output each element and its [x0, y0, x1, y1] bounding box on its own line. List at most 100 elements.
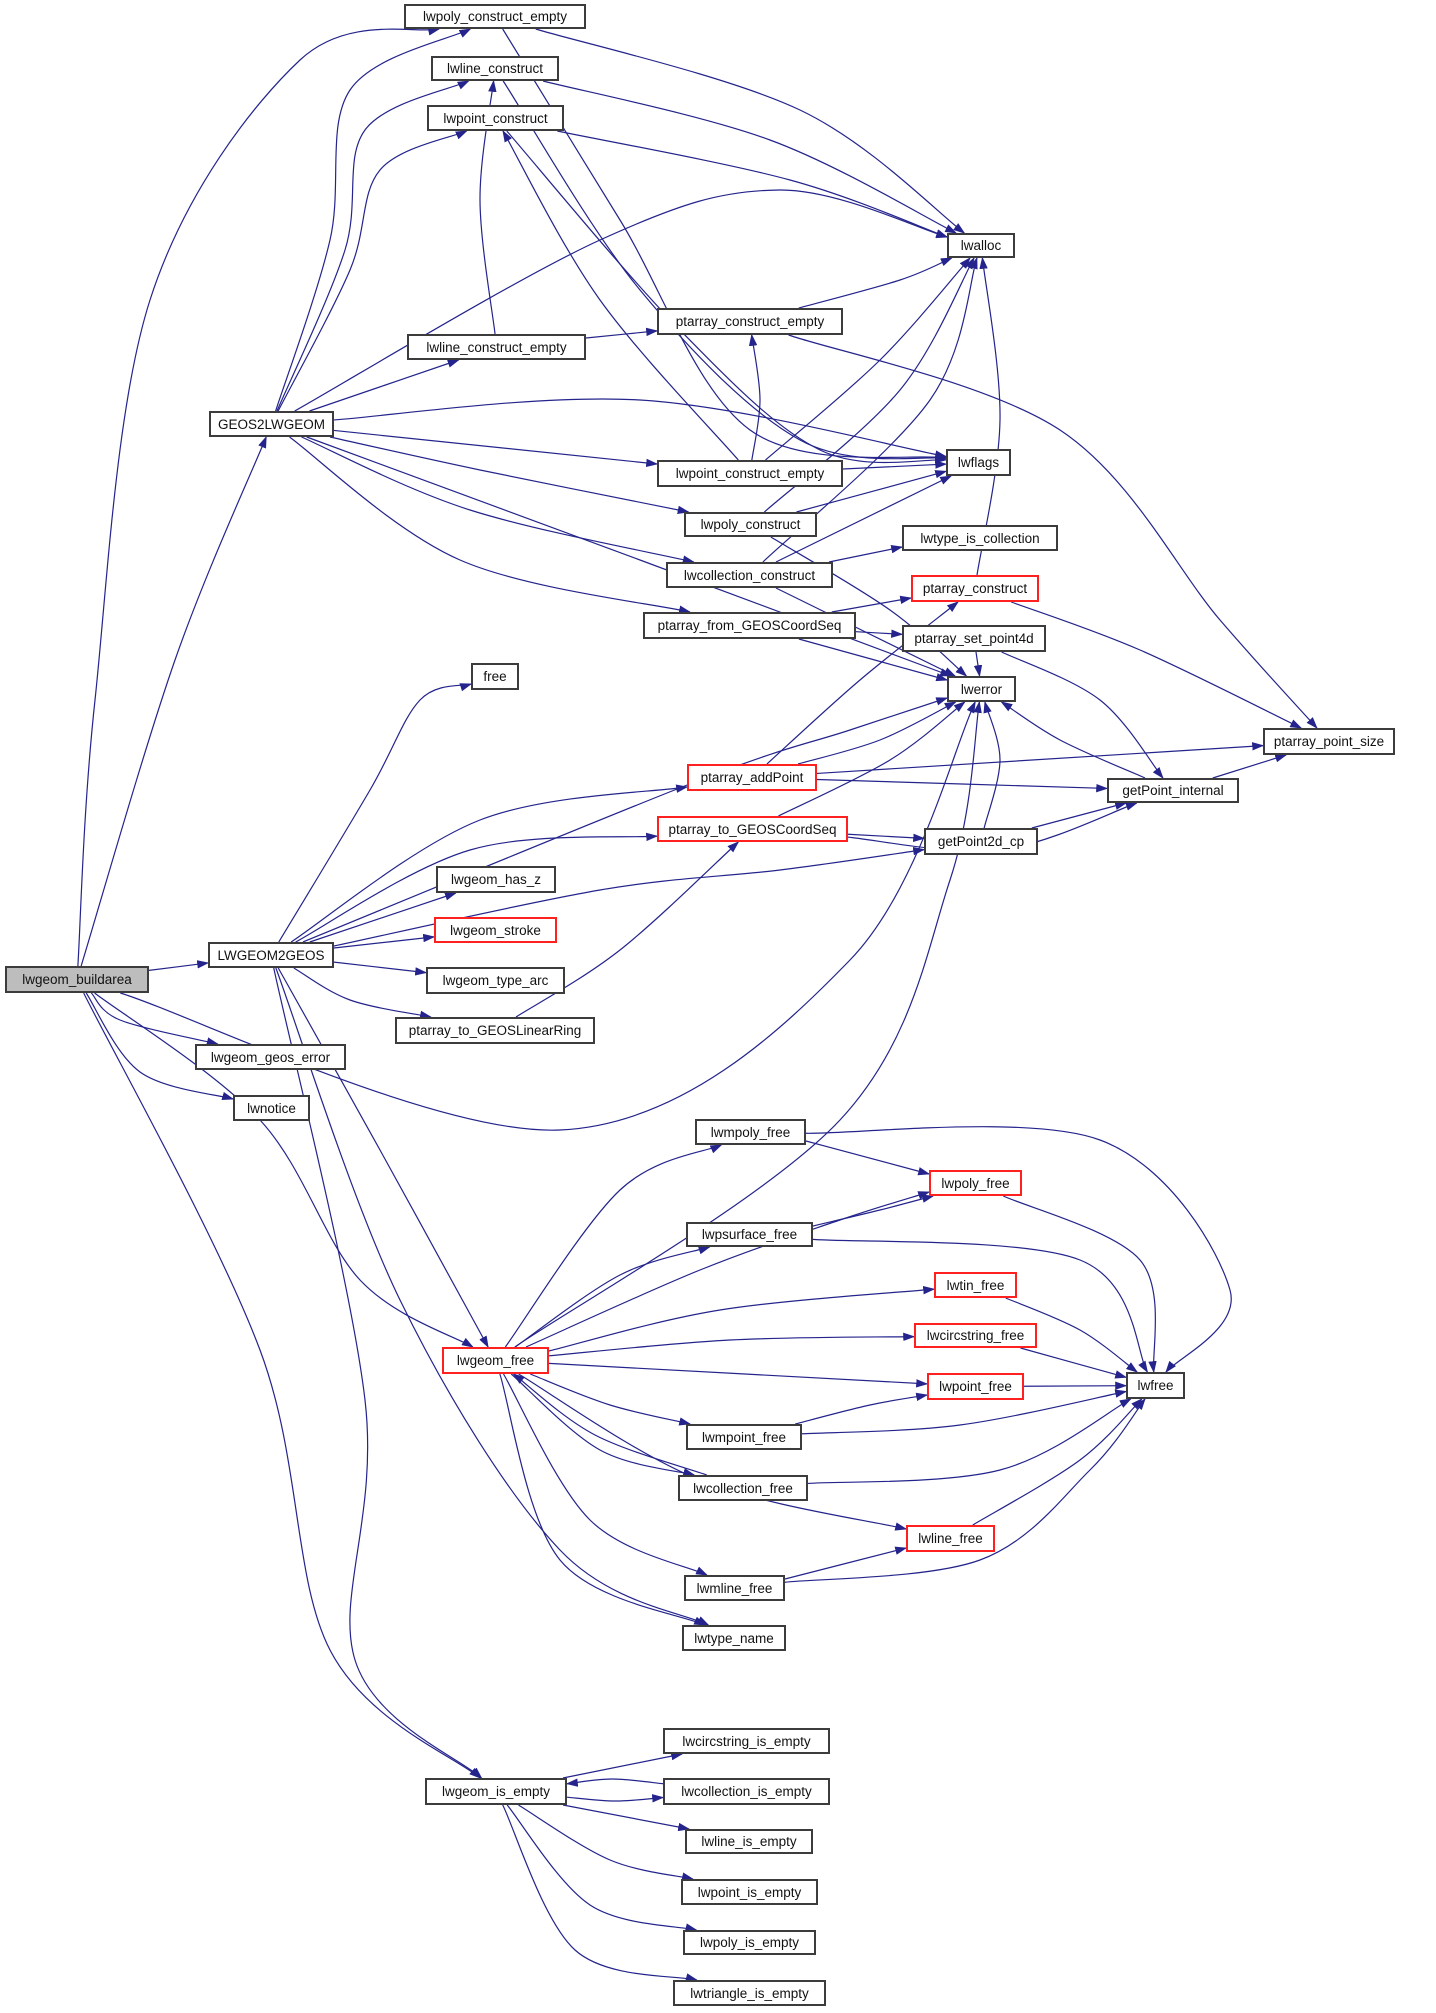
edge-lwmpoint_free-to-lwpoint_free — [795, 1392, 929, 1425]
node-ptarray_point_size[interactable]: ptarray_point_size — [1263, 728, 1395, 755]
node-ptarray_from_GEOSCoordSeq[interactable]: ptarray_from_GEOSCoordSeq — [643, 612, 856, 639]
node-lwgeom_has_z[interactable]: lwgeom_has_z — [436, 866, 556, 893]
node-ptarray_construct_empty[interactable]: ptarray_construct_empty — [657, 308, 843, 335]
edge-ptarray_construct_empty-to-ptarray_point_size — [788, 334, 1318, 729]
node-lwpoint_construct[interactable]: lwpoint_construct — [427, 105, 564, 131]
edge-lwgeom_free-to-lwcollection_free — [510, 1373, 696, 1477]
edge-lwpoly_construct-to-lwflags — [796, 470, 948, 513]
edge-lwmpoly_free-to-lwpoly_free — [805, 1140, 931, 1176]
node-lwtriangle_is_empty[interactable]: lwtriangle_is_empty — [673, 1980, 826, 2006]
node-ptarray_to_GEOSCoordSeq[interactable]: ptarray_to_GEOSCoordSeq — [657, 816, 848, 842]
node-lwmpoint_free[interactable]: lwmpoint_free — [686, 1424, 802, 1450]
node-lwcollection_is_empty[interactable]: lwcollection_is_empty — [663, 1778, 830, 1805]
node-lwgeom_free[interactable]: lwgeom_free — [442, 1347, 549, 1374]
edge-lwcircstring_free-to-lwfree — [1020, 1347, 1128, 1379]
node-ptarray_to_GEOSLinearRing[interactable]: ptarray_to_GEOSLinearRing — [395, 1017, 595, 1044]
node-lwerror[interactable]: lwerror — [947, 676, 1016, 702]
node-lwpoint_free[interactable]: lwpoint_free — [927, 1373, 1024, 1400]
node-lwline_construct_empty[interactable]: lwline_construct_empty — [407, 334, 586, 360]
edge-LWGEOM2GEOS-to-free — [278, 683, 473, 943]
edge-ptarray_from_GEOSCoordSeq-to-ptarray_construct — [831, 595, 913, 613]
edge-lwline_free-to-lwfree — [972, 1398, 1143, 1526]
node-lwline_is_empty[interactable]: lwline_is_empty — [685, 1829, 813, 1854]
node-lwpoint_is_empty[interactable]: lwpoint_is_empty — [681, 1879, 818, 1905]
node-lwgeom_geos_error[interactable]: lwgeom_geos_error — [195, 1044, 346, 1070]
node-lwgeom_is_empty[interactable]: lwgeom_is_empty — [425, 1778, 567, 1805]
node-lwgeom_buildarea[interactable]: lwgeom_buildarea — [5, 966, 149, 993]
edge-lwpoint_construct-to-lwflags — [506, 130, 948, 464]
node-lwpoly_free[interactable]: lwpoly_free — [929, 1170, 1022, 1196]
edge-LWGEOM2GEOS-to-ptarray_to_GEOSLinearRing — [293, 967, 432, 1019]
edge-LWGEOM2GEOS-to-ptarray_addPoint — [290, 784, 689, 943]
edge-getPoint_internal-to-lwerror — [1000, 701, 1146, 779]
node-lwline_free[interactable]: lwline_free — [906, 1525, 995, 1552]
node-lwcollection_free[interactable]: lwcollection_free — [678, 1475, 808, 1501]
edge-GEOS2LWGEOM-to-ptarray_from_GEOSCoordSeq — [289, 436, 691, 614]
node-lwcollection_construct[interactable]: lwcollection_construct — [666, 562, 833, 588]
node-lwpoly_is_empty[interactable]: lwpoly_is_empty — [683, 1930, 816, 1955]
edge-ptarray_to_GEOSLinearRing-to-ptarray_to_GEOSCoordSeq — [515, 841, 740, 1018]
edge-ptarray_addPoint-to-ptarray_construct — [766, 601, 959, 765]
edge-getPoint2d_cp-to-lwerror — [983, 700, 1001, 829]
edge-lwcollection_is_empty-to-lwgeom_is_empty — [565, 1778, 664, 1787]
node-lwmline_free[interactable]: lwmline_free — [684, 1575, 785, 1601]
edge-GEOS2LWGEOM-to-lwerror — [306, 436, 953, 677]
node-lwtin_free[interactable]: lwtin_free — [934, 1272, 1017, 1298]
edge-lwline_construct-to-lwflags — [502, 80, 948, 462]
node-ptarray_addPoint[interactable]: ptarray_addPoint — [687, 764, 817, 791]
edge-ptarray_to_GEOSCoordSeq-to-lwerror — [778, 701, 966, 817]
edge-ptarray_addPoint-to-lwerror — [797, 701, 957, 765]
node-lwmpoly_free[interactable]: lwmpoly_free — [695, 1119, 806, 1145]
node-ptarray_construct[interactable]: ptarray_construct — [911, 575, 1039, 602]
edge-lwmpoly_free-to-lwfree — [805, 1126, 1232, 1373]
edge-GEOS2LWGEOM-to-lwpoly_construct_empty — [275, 28, 472, 412]
edge-lwgeom_free-to-lwtin_free — [548, 1285, 936, 1352]
node-lwfree[interactable]: lwfree — [1126, 1372, 1185, 1399]
node-lwpoly_construct[interactable]: lwpoly_construct — [684, 512, 817, 537]
node-lwcircstring_free[interactable]: lwcircstring_free — [914, 1323, 1037, 1348]
node-getPoint_internal[interactable]: getPoint_internal — [1107, 778, 1239, 803]
edge-LWGEOM2GEOS-to-lwgeom_free — [277, 967, 489, 1349]
edge-lwgeom_buildarea-to-lwpoly_construct_empty — [77, 27, 441, 967]
edge-ptarray_set_point4d-to-getPoint_internal — [1001, 651, 1164, 779]
edge-lwcollection_construct-to-lwtype_is_collection — [828, 545, 904, 563]
edge-lwpoint_construct_empty-to-ptarray_construct_empty — [748, 333, 761, 461]
edge-GEOS2LWGEOM-to-lwflags — [333, 398, 948, 459]
node-lwline_construct[interactable]: lwline_construct — [431, 56, 559, 81]
node-lwtype_name[interactable]: lwtype_name — [682, 1625, 786, 1651]
edge-GEOS2LWGEOM-to-lwcollection_construct — [301, 436, 695, 564]
edge-lwgeom_buildarea-to-LWGEOM2GEOS — [148, 960, 210, 972]
edge-lwcollection_free-to-lwfree — [807, 1398, 1132, 1485]
node-getPoint2d_cp[interactable]: getPoint2d_cp — [924, 828, 1038, 855]
node-lwalloc[interactable]: lwalloc — [947, 233, 1015, 258]
edge-ptarray_set_point4d-to-lwerror — [973, 651, 983, 678]
node-lwpoint_construct_empty[interactable]: lwpoint_construct_empty — [657, 460, 843, 487]
edge-lwpoint_construct-to-lwalloc — [557, 130, 949, 238]
node-lwflags[interactable]: lwflags — [946, 449, 1011, 476]
edge-lwtin_free-to-lwfree — [1005, 1297, 1139, 1373]
node-lwgeom_type_arc[interactable]: lwgeom_type_arc — [426, 967, 565, 994]
edge-lwgeom_buildarea-to-lwgeom_free — [94, 992, 474, 1348]
node-GEOS2LWGEOM[interactable]: GEOS2LWGEOM — [209, 411, 334, 437]
edge-ptarray_construct-to-ptarray_point_size — [1011, 601, 1303, 729]
node-LWGEOM2GEOS[interactable]: LWGEOM2GEOS — [208, 942, 334, 968]
edge-lwgeom_free-to-lwtype_name — [499, 1373, 707, 1626]
node-lwpoly_construct_empty[interactable]: lwpoly_construct_empty — [404, 4, 586, 29]
edge-lwgeom_free-to-lwcircstring_free — [548, 1332, 916, 1357]
edge-GEOS2LWGEOM-to-lwpoint_construct — [277, 130, 468, 412]
node-free[interactable]: free — [471, 663, 519, 690]
node-lwgeom_stroke[interactable]: lwgeom_stroke — [434, 917, 557, 943]
edge-LWGEOM2GEOS-to-lwgeom_stroke — [333, 933, 436, 949]
edge-lwgeom_free-to-lwpoint_free — [548, 1362, 929, 1388]
edge-lwgeom_free-to-lwline_free — [518, 1373, 908, 1531]
edge-lwgeom_is_empty-to-lwpoly_is_empty — [506, 1804, 698, 1932]
node-lwcircstring_is_empty[interactable]: lwcircstring_is_empty — [663, 1728, 830, 1754]
edge-lwpoly_construct_empty-to-lwalloc — [535, 28, 966, 234]
node-lwpsurface_free[interactable]: lwpsurface_free — [686, 1222, 813, 1247]
node-lwnotice[interactable]: lwnotice — [233, 1095, 310, 1121]
edge-LWGEOM2GEOS-to-lwerror — [302, 697, 949, 943]
edge-lwgeom_is_empty-to-lwtriangle_is_empty — [502, 1804, 698, 1982]
node-ptarray_set_point4d[interactable]: ptarray_set_point4d — [902, 625, 1046, 652]
node-lwtype_is_collection[interactable]: lwtype_is_collection — [902, 525, 1058, 551]
edge-LWGEOM2GEOS-to-lwgeom_has_z — [309, 892, 457, 943]
